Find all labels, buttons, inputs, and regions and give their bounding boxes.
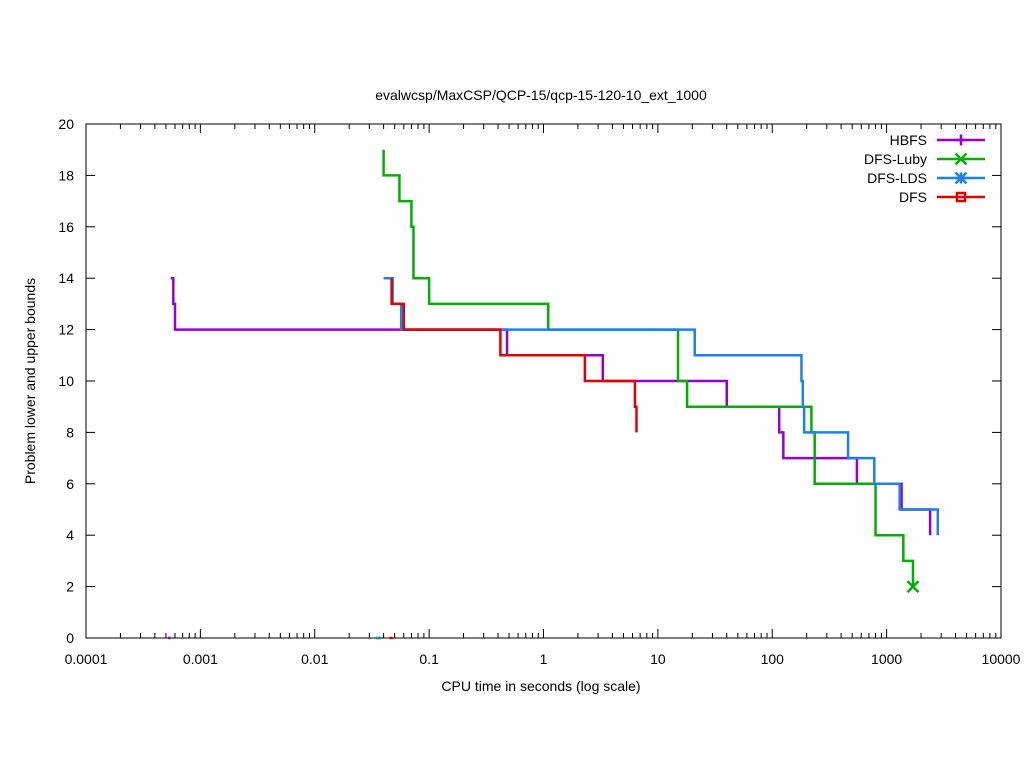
legend-item-dfs-luby: DFS-Luby [864,151,985,167]
x-tick-label: 0.1 [419,651,439,667]
legend-label: DFS-LDS [867,170,927,186]
series-hbfs-line [170,276,932,536]
x-tick-label: 10 [650,651,666,667]
x-tick-label: 100 [761,651,785,667]
y-tick-label: 14 [58,270,74,286]
legend-item-dfs-lds: DFS-LDS [867,170,985,186]
legend-marker [955,191,967,203]
y-tick-label: 8 [66,424,74,440]
x-axis-ticks: 0.0001 0.001 0.01 0.1 1 10 100 1000 10000 [65,124,1021,667]
legend-item-dfs: DFS [899,189,985,205]
legend: HBFS DFS-Luby DFS-LDS DFS [864,132,985,205]
chart-title: evalwcsp/MaxCSP/QCP-15/qcp-15-120-10_ext… [375,87,707,103]
x-tick-label: 1000 [871,651,902,667]
y-tick-label: 0 [66,630,74,646]
y-tick-label: 2 [66,579,74,595]
y-tick-label: 16 [58,219,74,235]
legend-label: DFS-Luby [864,151,927,167]
x-tick-label: 0.01 [301,651,328,667]
y-tick-label: 12 [58,322,74,338]
y-tick-label: 18 [58,167,74,183]
y-tick-label: 4 [66,527,74,543]
x-tick-label: 0.001 [183,651,218,667]
plot-border [85,123,1002,639]
y-tick-label: 6 [66,476,74,492]
y-tick-label: 10 [58,373,74,389]
series-layer [167,149,940,640]
legend-marker [955,134,967,146]
x-tick-label: 0.0001 [65,651,108,667]
legend-label: HBFS [890,132,927,148]
x-tick-label: 1 [540,651,548,667]
legend-marker [954,152,968,166]
y-tick-label: 20 [58,116,74,132]
series-dfs-line [390,278,638,433]
x-axis-label: CPU time in seconds (log scale) [441,678,640,694]
plot-area: 0.0001 0.001 0.01 0.1 1 10 100 1000 10000 0 2 4 6 8 1… [58,116,1020,667]
y-axis-ticks: 0 2 4 6 8 10 12 14 16 18 20 [58,116,1001,646]
series-dfs-luby-end-marker [906,580,920,593]
series-dfs-luby-line [382,149,915,587]
y-axis-label: Problem lower and upper bounds [22,278,38,484]
series-dfs-lds-line [383,276,940,536]
x-tick-label: 10000 [982,651,1021,667]
legend-item-hbfs: HBFS [890,132,985,148]
legend-marker [954,171,968,185]
legend-label: DFS [899,189,927,205]
